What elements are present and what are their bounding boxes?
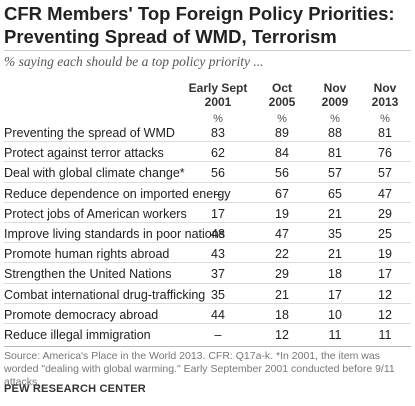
unit-label: % (277, 113, 287, 125)
value-cell: 81 (378, 126, 392, 140)
value-cell: 57 (328, 166, 342, 181)
column-header-line2: 2005 (268, 95, 296, 109)
value-cell: 19 (275, 206, 289, 221)
value-cell: 83 (211, 126, 225, 140)
value-cell: 25 (378, 226, 392, 241)
table-row: Preventing the spread of WMD 83 89 88 81 (0, 122, 415, 143)
table-row: Promote democracy abroad 44 18 10 12 (0, 304, 415, 325)
table-row: Protect jobs of American workers 17 19 21 29 (0, 203, 415, 224)
value-cell: 18 (328, 267, 342, 282)
value-cell: 37 (211, 267, 225, 282)
source-note: Source: America's Place in the World 201… (4, 350, 395, 388)
pew-research-center-logo: PEW RESEARCH CENTER (4, 383, 146, 395)
chart-title: CFR Members' Top Foreign Policy Prioriti… (4, 3, 395, 47)
row-label: Promote human rights abroad (4, 247, 170, 262)
value-cell: 17 (378, 267, 392, 282)
value-cell: 65 (328, 186, 342, 201)
column-header-line1: Oct (271, 81, 292, 95)
footer-divider (4, 346, 411, 347)
value-cell: – (214, 186, 222, 201)
table-row: Improve living standards in poor nations… (0, 223, 415, 244)
value-cell: 44 (211, 307, 225, 322)
column-header-nov-2013: Nov 2013 (350, 81, 415, 109)
row-label: Deal with global climate change* (4, 166, 185, 181)
value-cell: 47 (378, 186, 392, 201)
value-cell: 29 (378, 206, 392, 221)
value-cell: 48 (211, 226, 225, 241)
chart-subtitle: % saying each should be a top policy pri… (4, 54, 264, 69)
value-cell: 56 (275, 166, 289, 181)
value-cell: 17 (211, 206, 225, 221)
row-label: Strengthen the United Nations (4, 267, 172, 282)
row-label: Reduce illegal immigration (4, 327, 151, 342)
row-label: Promote democracy abroad (4, 307, 159, 322)
value-cell: 35 (211, 287, 225, 302)
column-header-early-sept-2001: Early Sept 2001 (183, 81, 253, 109)
table-row: Strengthen the United Nations 37 29 18 17 (0, 263, 415, 284)
value-cell: 81 (328, 146, 342, 161)
unit-label: % (213, 113, 223, 125)
table-row: Deal with global climate change* 56 56 57 57 (0, 162, 415, 183)
column-header-line2: 2009 (321, 95, 349, 109)
value-cell: 76 (378, 146, 392, 161)
value-cell: 21 (275, 287, 289, 302)
value-cell: 67 (275, 186, 289, 201)
value-cell: 35 (328, 226, 342, 241)
value-cell: 43 (211, 247, 225, 262)
value-cell: 12 (378, 287, 392, 302)
column-header-nov-2009: Nov 2009 (300, 81, 370, 109)
value-cell: 62 (211, 146, 225, 161)
table-row: Reduce dependence on imported energy – 67 6… (0, 183, 415, 203)
table-row: Reduce illegal immigration – 12 11 11 (0, 324, 415, 344)
row-label: Improve living standards in poor nations (4, 226, 225, 241)
row-label: Protect against terror attacks (4, 146, 164, 161)
column-header-line2: 2001 (204, 95, 232, 109)
column-header-line1: Nov (373, 81, 397, 95)
table-row: Protect against terror attacks 62 84 81 76 (0, 142, 415, 163)
value-cell: 11 (378, 327, 392, 342)
row-label: Protect jobs of American workers (4, 206, 187, 221)
value-cell: 29 (275, 267, 289, 282)
value-cell: 21 (328, 206, 342, 221)
column-header-line1: Early Sept (188, 81, 248, 95)
value-cell: 21 (328, 247, 342, 262)
unit-label: % (330, 113, 340, 125)
value-cell: 22 (275, 247, 289, 262)
value-cell: 84 (275, 146, 289, 161)
value-cell: 18 (275, 307, 289, 322)
table-row: Promote human rights abroad 43 22 21 19 (0, 243, 415, 264)
value-cell: – (214, 327, 222, 342)
value-cell: 12 (275, 327, 289, 342)
column-header-line1: Nov (323, 81, 347, 95)
column-header-oct-2005: Oct 2005 (247, 81, 317, 109)
value-cell: 56 (211, 166, 225, 181)
priority-table: Preventing the spread of WMD 83 89 88 81 Prot… (0, 122, 415, 344)
unit-label: % (380, 113, 390, 125)
value-cell: 89 (275, 126, 289, 140)
row-label: Reduce dependence on imported energy (4, 186, 231, 201)
value-cell: 17 (328, 287, 342, 302)
value-cell: 12 (378, 307, 392, 322)
title-divider (4, 50, 411, 51)
column-header-line2: 2013 (371, 95, 399, 109)
value-cell: 19 (378, 247, 392, 262)
value-cell: 57 (378, 166, 392, 181)
value-cell: 11 (328, 327, 342, 342)
table-row: Combat international drug-trafficking 35 2… (0, 284, 415, 304)
value-cell: 47 (275, 226, 289, 241)
value-cell: 10 (328, 307, 342, 322)
row-label: Combat international drug-trafficking (4, 287, 206, 302)
row-label: Preventing the spread of WMD (4, 126, 175, 140)
value-cell: 88 (328, 126, 342, 140)
